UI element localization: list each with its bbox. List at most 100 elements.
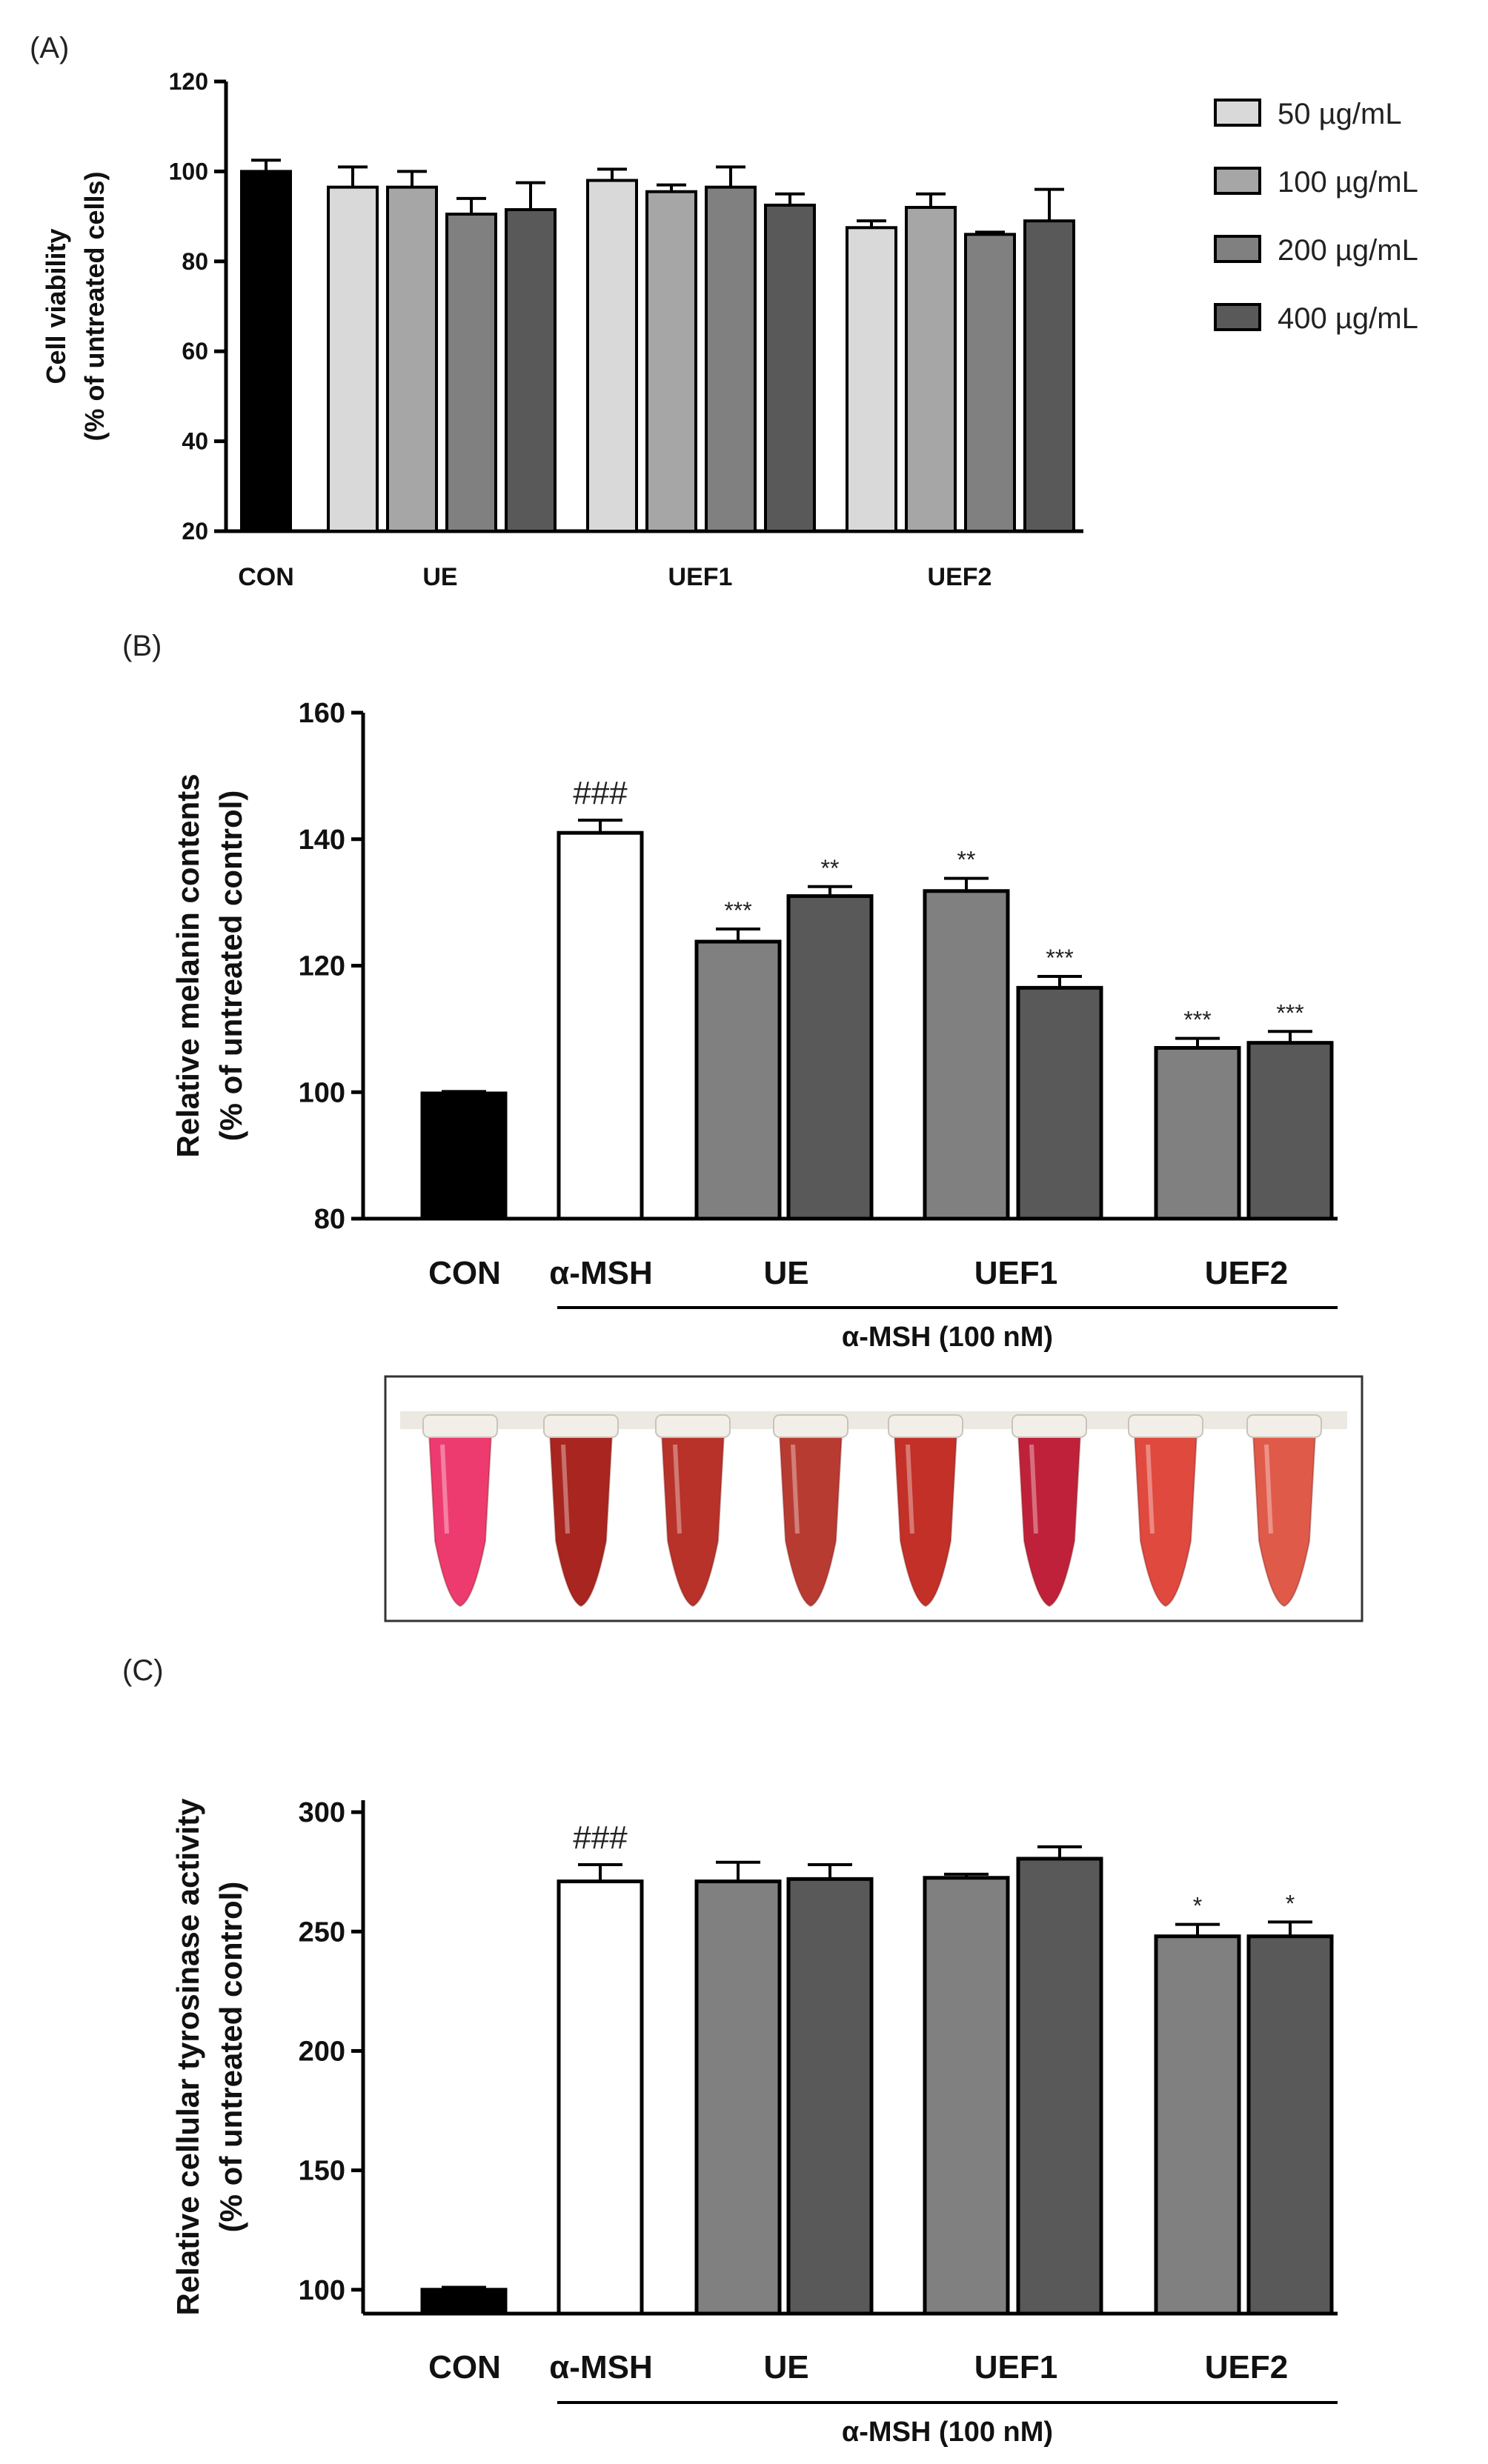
x-category-label: UE: [763, 1255, 808, 1291]
bar-rect: [786, 894, 874, 1221]
bar-rect: [645, 190, 697, 533]
tube-cap: [1246, 1414, 1322, 1438]
y-tick-label: 40: [182, 428, 208, 455]
y-axis-label-line: (% of untreated control): [213, 790, 248, 1142]
bar-con-con: [240, 159, 292, 533]
y-tick-label: 120: [299, 951, 345, 982]
bar-rect: [420, 1091, 508, 1221]
tube-highlight: [561, 1444, 570, 1534]
tube-highlight: [673, 1444, 682, 1534]
y-tick-label: 160: [299, 698, 345, 729]
tube-3: [655, 1414, 731, 1608]
significance-label: ***: [1276, 999, 1303, 1026]
significance-label: ***: [724, 897, 751, 924]
bar-ue-200-g-ml: [445, 196, 497, 533]
y-tick-label: 80: [314, 1204, 345, 1235]
x-category-label: α-MSH: [549, 1255, 652, 1291]
tube-cap: [655, 1414, 731, 1438]
legend-item: 50 µg/mL: [1214, 98, 1402, 130]
tube-highlight: [906, 1444, 914, 1534]
y-axis-label-line: Cell viability: [41, 228, 71, 384]
bar-uef1-100-g-ml: [645, 183, 697, 533]
legend: 50 µg/mL 100 µg/mL 200 µg/mL 400 µg/mL: [1214, 98, 1418, 335]
bar-rect: [694, 939, 782, 1221]
legend-item: 400 µg/mL: [1214, 302, 1418, 335]
tube-body: [1133, 1433, 1198, 1608]
bar-uef2-400-g-ml: *: [1246, 1890, 1334, 2316]
tube-highlight: [1146, 1444, 1155, 1534]
panel-label-b: (B): [122, 630, 162, 662]
y-tick-label: 150: [299, 2156, 345, 2187]
legend-label: 400 µg/mL: [1278, 302, 1418, 335]
bar-ue-100-g-ml: [386, 170, 438, 533]
y-tick-label: 250: [299, 1917, 345, 1948]
tube-4: [773, 1414, 848, 1608]
bar-con-con: [420, 1090, 508, 1221]
tube-highlight: [1264, 1444, 1273, 1534]
y-tick-label: 300: [299, 1797, 345, 1828]
x-category-label: UEF2: [1205, 2349, 1288, 2385]
bar-uef1-50-g-ml: [586, 167, 638, 533]
tube-body: [548, 1433, 614, 1608]
bar-uef2-400-g-ml: ***: [1246, 999, 1334, 1221]
bar-con-con: [420, 2285, 508, 2316]
y-tick-label: 100: [299, 1077, 345, 1108]
x-category-label: UE: [422, 563, 457, 591]
chart-a-cell-viability: 20 40 60 80 100 120 Cell viability (% of untrea…: [41, 68, 1418, 591]
x-category-label: CON: [238, 563, 294, 591]
bar-rect: [694, 1879, 782, 2316]
y-axis-label-line: (% of untreated cells): [79, 171, 110, 441]
bar-rect: [923, 1876, 1010, 2316]
y-tick-label: 20: [182, 518, 208, 545]
x-category-label: α-MSH: [549, 2349, 652, 2385]
tube-body: [893, 1433, 958, 1608]
legend-label: 50 µg/mL: [1278, 98, 1402, 130]
bar-rect: [327, 185, 379, 533]
y-axis-label-line: Relative cellular tyrosinase activity: [170, 1798, 205, 2316]
y-tick-label: 200: [299, 2036, 345, 2067]
y-tick-label: 140: [299, 825, 345, 856]
bar-rect: [964, 233, 1016, 533]
tube-highlight: [791, 1444, 800, 1534]
bar-rect: [846, 226, 897, 533]
bar-msh-msh: ###: [557, 1819, 644, 2316]
tube-body: [1252, 1433, 1317, 1608]
bar-ue-50-g-ml: [327, 165, 379, 533]
tube-6: [1012, 1414, 1087, 1608]
bar-uef2-400-g-ml: [1023, 187, 1075, 533]
bar-rect: [1016, 985, 1103, 1221]
bar-rect: [1246, 1934, 1334, 2316]
bar-uef2-200-g-ml: *: [1154, 1893, 1241, 2316]
x-category-label: UEF2: [1205, 1255, 1288, 1291]
bar-rect: [1016, 1857, 1103, 2316]
group-bracket-label: α-MSH (100 nM): [842, 2417, 1053, 2448]
bar-ue-200-g-ml: ***: [694, 897, 782, 1221]
panel-label-a: (A): [30, 32, 69, 64]
tube-2: [543, 1414, 619, 1608]
photo-rack: [400, 1411, 1347, 1429]
bar-rect: [420, 2288, 508, 2316]
legend-swatch: [1214, 235, 1261, 263]
bar-rect: [1154, 1045, 1241, 1221]
legend-swatch: [1214, 167, 1261, 195]
panel-label-c: (C): [122, 1654, 164, 1687]
group-bracket-label: α-MSH (100 nM): [842, 1322, 1053, 1353]
y-axis-label-line: (% of untreated control): [213, 1882, 248, 2233]
significance-label: **: [957, 847, 976, 873]
tube-body: [428, 1433, 493, 1608]
tube-body: [778, 1433, 843, 1608]
bar-ue-400-g-ml: **: [786, 855, 874, 1221]
legend-swatch: [1214, 303, 1261, 331]
significance-label: ###: [573, 775, 628, 811]
legend-label: 100 µg/mL: [1278, 166, 1418, 199]
bar-rect: [1154, 1934, 1241, 2316]
significance-label: ***: [1183, 1007, 1211, 1033]
significance-label: ###: [573, 1819, 628, 1856]
significance-label: ***: [1046, 945, 1073, 971]
y-tick-label: 100: [169, 158, 208, 184]
y-tick-label: 100: [299, 2275, 345, 2306]
y-axis-label-line: Relative melanin contents: [170, 773, 205, 1157]
y-tick-label: 60: [182, 338, 208, 364]
legend-item: 200 µg/mL: [1214, 234, 1418, 267]
